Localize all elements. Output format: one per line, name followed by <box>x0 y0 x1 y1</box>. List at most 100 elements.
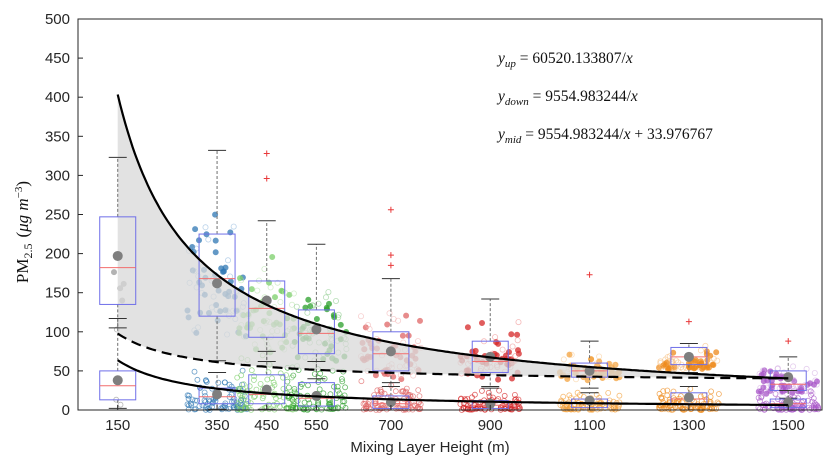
scatter-point <box>758 388 765 395</box>
equation-mid: ymid = 9554.983244/x + 33.976767 <box>496 126 713 146</box>
scatter-point <box>597 405 604 412</box>
scatter-point <box>509 343 516 350</box>
scatter-point <box>809 390 816 397</box>
scatter-point <box>257 380 264 387</box>
scatter-point <box>289 396 296 403</box>
box-upper <box>99 156 137 329</box>
scatter-point <box>339 378 346 385</box>
scatter-point <box>763 390 770 397</box>
scatter-point <box>301 399 308 406</box>
y-tick-label: 350 <box>45 128 70 145</box>
scatter-point <box>656 405 663 412</box>
scatter-point <box>410 393 416 400</box>
box-body <box>571 362 609 378</box>
scatter-point <box>251 373 258 380</box>
scatter-point <box>254 287 261 294</box>
scatter-point <box>657 359 664 366</box>
equation-up: yup = 60520.133807/x <box>496 50 633 70</box>
scatter-point <box>313 315 320 322</box>
scatter-point <box>265 401 272 408</box>
scatter-point <box>374 387 381 394</box>
mean-marker <box>112 375 123 386</box>
scatter-point <box>277 298 284 305</box>
curve-mid <box>117 332 789 380</box>
scatter-point <box>514 331 521 338</box>
scatter-point <box>188 402 195 408</box>
scatter-point <box>293 391 300 398</box>
scatter-point <box>342 384 349 391</box>
scatter-point <box>315 379 322 385</box>
scatter-point <box>666 353 673 360</box>
scatter-point <box>605 389 612 396</box>
scatter-point <box>339 402 346 409</box>
scatter-point <box>184 401 191 408</box>
scatter-point <box>495 376 502 383</box>
box-body <box>297 309 335 355</box>
scatter-point <box>514 337 521 344</box>
scatter-point <box>464 324 471 331</box>
band-layer <box>117 94 789 379</box>
scatter-point <box>271 381 278 388</box>
x-tick-label: 150 <box>105 417 130 434</box>
scatter-point <box>691 365 698 372</box>
box-body <box>248 280 286 338</box>
scatter-point <box>386 310 393 317</box>
scatter-point <box>698 360 705 367</box>
scatter-point <box>332 297 339 304</box>
outlier-marker <box>263 150 270 157</box>
scatter-point <box>316 386 323 393</box>
scatter-point <box>219 268 226 275</box>
y-tick-label: 400 <box>45 89 70 106</box>
y-tick-label: 0 <box>62 402 70 419</box>
scatter-point <box>322 294 329 301</box>
scatter-point <box>224 257 231 264</box>
mean-marker <box>212 278 223 289</box>
scatter-point <box>772 390 779 397</box>
scatter-point <box>664 392 671 399</box>
scatter-point <box>400 387 407 394</box>
scatter-point <box>269 253 276 260</box>
outlier-marker <box>785 338 792 345</box>
scatter-point <box>713 349 720 356</box>
box-upper <box>571 271 609 389</box>
scatter-point <box>221 379 228 386</box>
scatter-point <box>478 319 485 326</box>
scatter-point <box>702 342 709 349</box>
mean-marker <box>683 392 694 403</box>
scatter-point <box>469 394 475 401</box>
scatter-point <box>790 363 797 370</box>
scatter-point <box>378 391 385 398</box>
box-body <box>248 374 286 405</box>
box-body <box>198 233 236 317</box>
scatter-point <box>561 406 567 413</box>
scatter-point <box>236 275 243 282</box>
scatter-point <box>235 400 242 407</box>
scatter-point <box>407 392 414 399</box>
scatter-point <box>111 269 118 276</box>
mean-marker <box>584 365 595 376</box>
scatter-point <box>679 365 686 372</box>
scatter-point <box>248 367 255 374</box>
scatter-point <box>271 294 278 301</box>
scatter-point <box>234 406 241 413</box>
scatter-point <box>192 397 199 404</box>
scatter-point <box>317 370 324 377</box>
box-lower <box>99 318 137 409</box>
scatter-point <box>251 393 258 400</box>
scatter-point <box>315 374 322 381</box>
scatter-point <box>339 398 346 405</box>
y-tick-label: 450 <box>45 50 70 67</box>
scatter-point <box>807 380 814 387</box>
x-tick-label: 1100 <box>573 417 605 434</box>
scatter-point <box>574 389 581 396</box>
scatter-point <box>363 405 370 412</box>
scatter-point <box>201 389 208 396</box>
box-upper <box>372 206 410 388</box>
box-body <box>372 331 410 372</box>
scatter-point <box>485 389 492 396</box>
outlier-marker <box>263 175 270 182</box>
scatter-point <box>791 406 798 413</box>
y-tick-label: 250 <box>45 207 70 224</box>
scatter-point <box>283 405 290 412</box>
